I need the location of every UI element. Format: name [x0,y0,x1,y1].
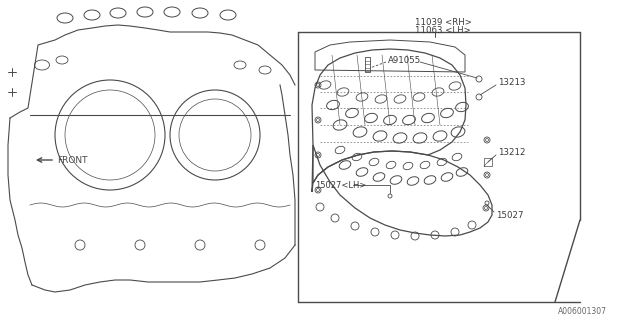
Text: FRONT: FRONT [57,156,88,164]
Text: A006001307: A006001307 [558,308,607,316]
Text: 13213: 13213 [498,77,525,86]
Text: 11039 <RH>: 11039 <RH> [415,18,472,27]
Text: 15027<LH>: 15027<LH> [315,180,366,189]
Bar [365,57,370,72]
Text: 15027: 15027 [496,211,524,220]
Text: 11063 <LH>: 11063 <LH> [415,26,471,35]
Text: 13212: 13212 [498,148,525,156]
Text: A91055: A91055 [388,55,421,65]
